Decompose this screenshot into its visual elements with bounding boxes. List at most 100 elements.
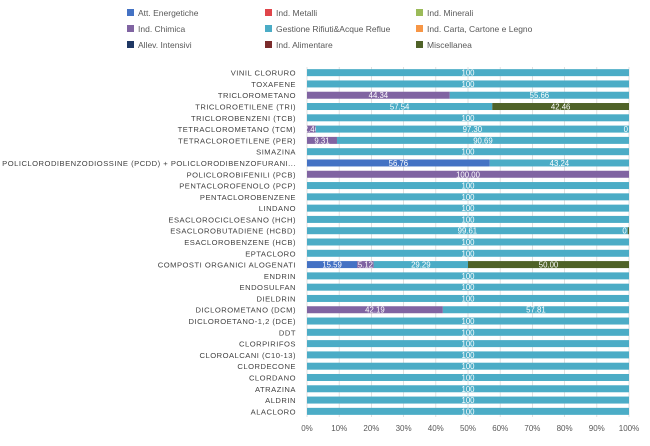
category-label: ENDRIN	[264, 272, 296, 281]
data-label: 0	[624, 125, 629, 134]
bar-segment	[307, 362, 629, 370]
bar-segment	[307, 125, 316, 133]
legend: Att. Energetiche Ind. Metalli Ind. Mineral…	[127, 8, 533, 50]
bar-segment	[307, 407, 629, 415]
category-label: ESACLOROCICLOESANO (HCH)	[168, 215, 296, 224]
y-axis: VINIL CLORURO TOXAFENE TRICLOROMETANO TRICL…	[2, 69, 296, 417]
bar-segment	[307, 148, 629, 156]
bar-segment	[307, 249, 629, 257]
legend-swatch	[127, 9, 134, 16]
category-label: POLICLORODIBENZODIOSSINE (PCDD) + POLICL…	[2, 159, 296, 168]
data-label: 100	[461, 272, 475, 281]
data-label: 50.00	[539, 261, 559, 270]
category-label: DICLOROMETANO (DCM)	[196, 306, 296, 315]
data-label: 57.81	[526, 306, 546, 315]
x-tick-label: 40%	[428, 424, 444, 433]
data-label: 100	[461, 182, 475, 191]
data-label: 100	[461, 328, 475, 337]
category-label: CLORDANO	[249, 373, 296, 382]
legend-swatch	[127, 25, 134, 32]
data-label: 29.29	[411, 261, 431, 270]
category-label: CLOROALCANI (C10-13)	[199, 351, 296, 360]
category-label: COMPOSTI ORGANICI ALOGENATI	[158, 261, 296, 270]
bar-segment	[307, 103, 493, 111]
category-label: LINDANO	[259, 204, 296, 213]
bar-segment	[307, 351, 629, 359]
x-tick-label: 0%	[301, 424, 313, 433]
x-tick-label: 20%	[363, 424, 379, 433]
bar-segment	[307, 91, 450, 99]
data-label: 100	[461, 283, 475, 292]
data-label: 44.34	[369, 91, 389, 100]
bar-segment	[468, 261, 629, 269]
x-tick-label: 80%	[557, 424, 573, 433]
x-tick-label: 90%	[589, 424, 605, 433]
bar-segment	[307, 385, 629, 393]
bar-segment	[492, 103, 629, 111]
bar-segment	[307, 159, 490, 167]
data-label: 100	[461, 249, 475, 258]
data-label: 57.54	[390, 103, 410, 112]
x-tick-label: 30%	[396, 424, 412, 433]
legend-swatch	[416, 41, 423, 48]
data-label: 42.46	[551, 103, 571, 112]
legend-label: Miscellanea	[427, 40, 472, 50]
data-label: 42.19	[365, 306, 385, 315]
data-label: 100	[461, 238, 475, 247]
bar-segment	[307, 204, 629, 212]
legend-label: Ind. Carta, Cartone e Legno	[427, 24, 533, 34]
data-label: 55.66	[530, 91, 550, 100]
x-tick-label: 100%	[619, 424, 639, 433]
bar-segment	[307, 340, 629, 348]
category-label: DICLOROETANO-1,2 (DCE)	[189, 317, 296, 326]
bar-segment	[449, 91, 629, 99]
data-label: 100	[461, 396, 475, 405]
legend-label: Ind. Minerali	[427, 8, 473, 18]
category-label: ALACLORO	[251, 407, 296, 416]
legend-label: Ind. Metalli	[276, 8, 317, 18]
legend-label: Gestione Rifiuti&Acque Reflue	[276, 24, 391, 34]
legend-swatch	[265, 25, 272, 32]
bars: 100 100 44.34 55.66 57.54 42.46 100 2.46 97.30 0 9…	[304, 69, 629, 416]
bar-segment	[307, 80, 629, 88]
bar-segment	[307, 306, 443, 314]
bar-segment	[307, 69, 629, 77]
category-label: SIMAZINA	[256, 148, 296, 157]
category-label: DIELDRIN	[257, 294, 296, 303]
x-tick-label: 10%	[331, 424, 347, 433]
bar-segment	[489, 159, 629, 167]
category-label: PENTACLOROFENOLO (PCP)	[179, 182, 296, 191]
bar-segment	[307, 114, 629, 122]
category-label: CLORDECONE	[237, 362, 296, 371]
data-label: 100	[461, 317, 475, 326]
x-tick-label: 70%	[524, 424, 540, 433]
category-label: EPTACLORO	[245, 249, 296, 258]
category-label: ALDRIN	[265, 396, 296, 405]
data-label: 100	[461, 407, 475, 416]
category-label: PENTACLOROBENZENE	[200, 193, 296, 202]
category-label: DDT	[279, 328, 296, 337]
bar-segment	[307, 238, 629, 246]
bar-segment	[307, 136, 337, 144]
bar-segment	[336, 136, 629, 144]
category-label: POLICLOROBIFENILI (PCB)	[187, 170, 296, 179]
legend-swatch	[416, 25, 423, 32]
bar-segment	[307, 373, 629, 381]
data-label: 2.46	[304, 125, 319, 134]
bar-segment	[307, 272, 629, 280]
bar-segment	[307, 182, 629, 190]
legend-label: Att. Energetiche	[138, 8, 199, 18]
legend-label: Allev. Intensivi	[138, 40, 192, 50]
bar-segment	[307, 170, 629, 178]
category-label: TRICLOROETILENE (TRI)	[195, 103, 296, 112]
data-label: 90.69	[473, 136, 493, 145]
category-label: VINIL CLORURO	[231, 69, 296, 78]
data-label: 100	[461, 340, 475, 349]
legend-swatch	[265, 41, 272, 48]
bar-segment	[442, 306, 629, 314]
bar-segment	[627, 227, 629, 235]
category-label: ATRAZINA	[255, 385, 296, 394]
x-tick-label: 60%	[492, 424, 508, 433]
